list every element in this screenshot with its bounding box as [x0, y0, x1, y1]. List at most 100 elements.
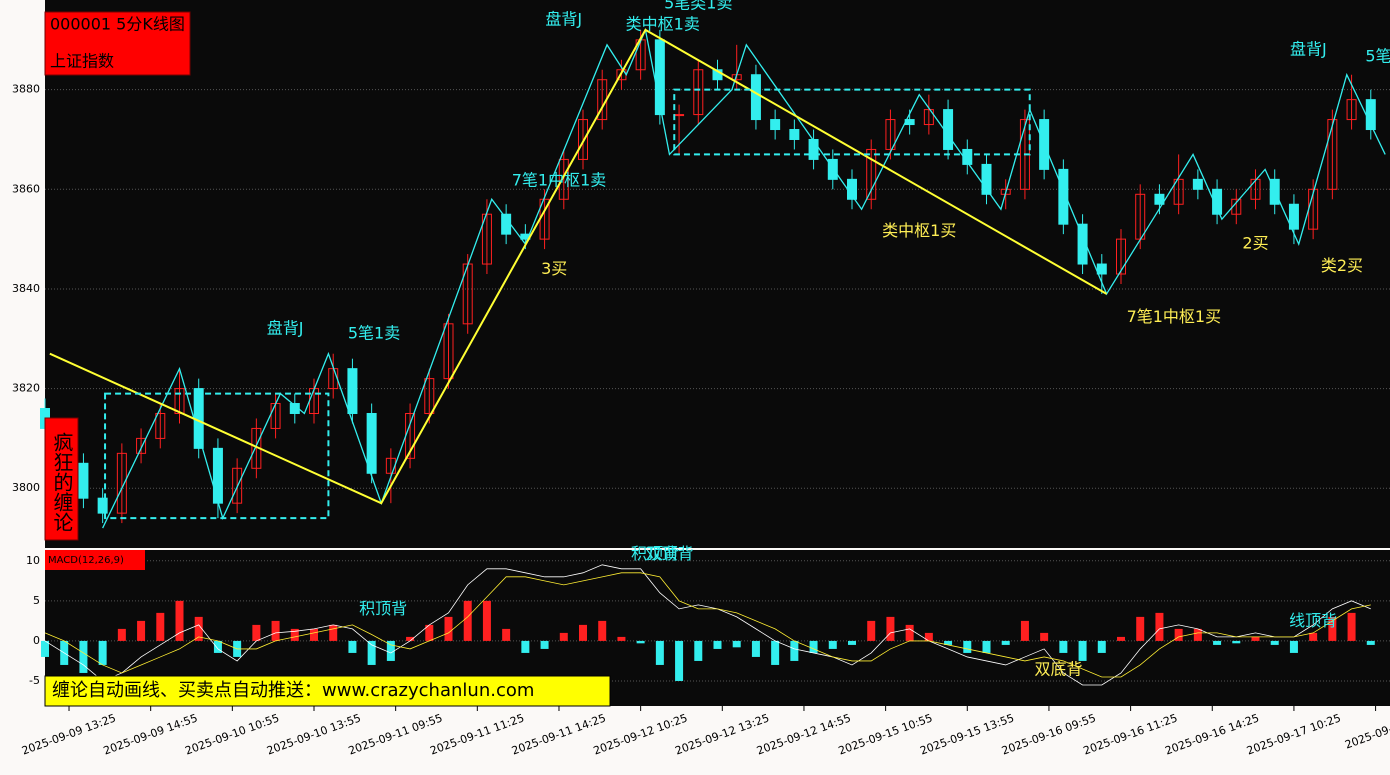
- macd-bar: [310, 628, 318, 641]
- macd-bar: [1309, 632, 1318, 641]
- macd-bar: [944, 640, 953, 645]
- y-tick-label: 3860: [12, 182, 40, 195]
- macd-bar: [194, 616, 203, 641]
- macd-bar: [482, 600, 491, 641]
- candle-body: [827, 158, 838, 180]
- candle-body: [232, 467, 243, 504]
- macd-bar: [444, 616, 453, 641]
- candle-body: [1288, 203, 1299, 230]
- y-tick-label: 3880: [12, 83, 40, 96]
- macd-bar: [290, 628, 299, 641]
- macd-title: MACD(12,26,9): [48, 555, 124, 566]
- macd-bar: [1040, 632, 1049, 641]
- macd-bar: [1366, 640, 1375, 645]
- macd-bar: [1117, 636, 1125, 641]
- annotation: 盘背J: [1290, 39, 1327, 58]
- subheader: 上证指数: [50, 52, 114, 71]
- y-tick-label: 3840: [12, 282, 40, 295]
- macd-bar: [751, 640, 760, 657]
- candle-body: [347, 368, 358, 414]
- macd-bar: [406, 636, 415, 641]
- candle-body: [962, 148, 973, 165]
- side-box: [44, 417, 79, 541]
- macd-bar: [521, 640, 530, 653]
- macd-bar: [1270, 640, 1279, 645]
- macd-bar: [655, 640, 664, 665]
- macd-bar: [367, 640, 376, 665]
- candle-body: [674, 114, 685, 117]
- candle-body: [693, 69, 704, 116]
- macd-bar: [617, 636, 626, 641]
- candle-body: [1173, 178, 1184, 205]
- annotation: 盘背J: [545, 9, 582, 28]
- candle-body: [1346, 99, 1357, 121]
- macd-bar: [1078, 640, 1087, 661]
- price-panel: [45, 0, 1390, 548]
- macd-title-box: [45, 550, 145, 570]
- candle-body: [116, 452, 127, 514]
- macd-bar: [732, 640, 741, 648]
- macd-bar: [463, 600, 472, 641]
- macd-bar: [771, 640, 780, 665]
- candle-body: [770, 119, 781, 131]
- macd-bar: [982, 640, 991, 653]
- macd-bar: [809, 640, 818, 653]
- x-tick-label: 2025-09-17: [1343, 717, 1390, 751]
- candle-body: [1231, 198, 1242, 215]
- macd-bar: [963, 640, 972, 653]
- candle-body: [750, 74, 761, 121]
- macd-bar: [559, 632, 568, 641]
- bi-line: [102, 27, 1386, 529]
- candle-body: [136, 437, 147, 454]
- y-tick-label: 3820: [12, 382, 40, 395]
- candle-body: [1250, 178, 1261, 200]
- macd-bar: [425, 624, 434, 641]
- macd-bar: [1059, 640, 1068, 653]
- candle-body: [1212, 188, 1223, 215]
- macd-bar: [271, 620, 280, 641]
- header-box: [44, 11, 191, 76]
- segment-line: [49, 28, 1108, 505]
- y-tick-label: 10: [26, 554, 40, 567]
- zhongshu-box: [104, 392, 330, 520]
- macd-bar: [675, 640, 684, 681]
- candle-body: [155, 412, 166, 439]
- side-label: 疯狂的缠论: [50, 432, 74, 532]
- macd-bar: [1289, 640, 1298, 653]
- macd-bar: [41, 640, 49, 657]
- candle-body: [1096, 263, 1107, 275]
- y-tick-label: 5: [33, 594, 40, 607]
- candle-body: [1116, 238, 1126, 275]
- macd-bar: [1097, 640, 1106, 653]
- macd-bar: [848, 640, 856, 645]
- candle-body: [981, 163, 992, 195]
- macd-bar: [79, 640, 88, 673]
- macd-bar: [1347, 612, 1356, 641]
- macd-bar: [886, 616, 895, 641]
- macd-bar: [213, 640, 222, 653]
- y-tick-label: 3800: [12, 481, 40, 494]
- macd-bar: [1251, 636, 1260, 641]
- annotation: 类中枢1卖: [626, 14, 700, 33]
- y-tick-label: 0: [33, 634, 40, 647]
- annotation: 积顶背: [631, 544, 679, 563]
- macd-bar: [1193, 628, 1202, 641]
- candle-body: [174, 388, 185, 414]
- dif-line: [44, 564, 1371, 686]
- annotation: 3买: [541, 259, 567, 278]
- candle-body: [78, 462, 89, 499]
- candle-body: [1327, 119, 1338, 190]
- annotation: 7笔1中枢1卖: [512, 170, 607, 189]
- annotation: 双顶背: [645, 544, 693, 563]
- candle-body: [1154, 193, 1165, 205]
- annotation: 7笔1中枢1买: [1127, 307, 1222, 326]
- annotation: 盘背J: [267, 318, 304, 337]
- annotation: 5笔: [1365, 46, 1390, 65]
- candle-body: [923, 109, 934, 126]
- macd-bar: [713, 640, 722, 649]
- macd-bar: [867, 620, 876, 641]
- candle-body: [943, 109, 954, 150]
- candle-body: [1077, 223, 1088, 265]
- candle-body: [558, 158, 569, 200]
- macd-bar: [694, 640, 703, 661]
